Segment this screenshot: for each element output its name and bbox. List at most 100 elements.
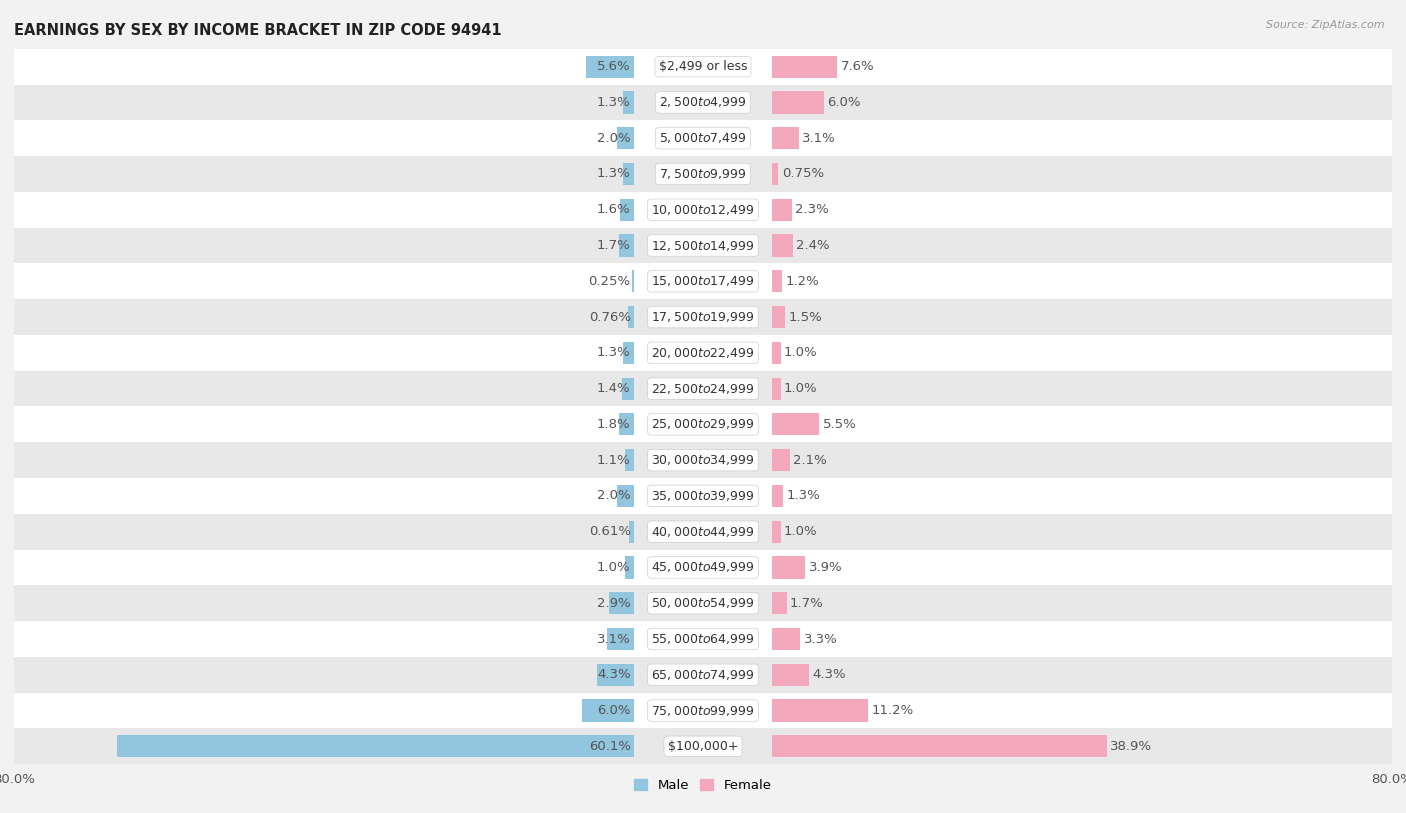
Bar: [607, 628, 634, 650]
Text: $30,000 to $34,999: $30,000 to $34,999: [651, 453, 755, 467]
Text: $22,500 to $24,999: $22,500 to $24,999: [651, 381, 755, 396]
Bar: [582, 699, 634, 722]
Bar: [772, 699, 869, 722]
Bar: [628, 520, 634, 543]
Text: 2.0%: 2.0%: [598, 489, 631, 502]
Bar: [14, 156, 1392, 192]
Bar: [624, 449, 634, 472]
Text: $40,000 to $44,999: $40,000 to $44,999: [651, 524, 755, 539]
Bar: [14, 192, 1392, 228]
Text: 1.0%: 1.0%: [598, 561, 631, 574]
Bar: [772, 270, 782, 293]
Bar: [14, 514, 1392, 550]
Text: $15,000 to $17,499: $15,000 to $17,499: [651, 274, 755, 289]
Text: $20,000 to $22,499: $20,000 to $22,499: [651, 346, 755, 360]
Bar: [772, 663, 808, 686]
Text: $5,000 to $7,499: $5,000 to $7,499: [659, 131, 747, 146]
Text: 1.6%: 1.6%: [598, 203, 631, 216]
Text: 2.3%: 2.3%: [796, 203, 830, 216]
Text: 1.3%: 1.3%: [598, 96, 631, 109]
Bar: [631, 270, 634, 293]
Text: 38.9%: 38.9%: [1111, 740, 1153, 753]
Text: 5.6%: 5.6%: [598, 60, 631, 73]
Text: 1.0%: 1.0%: [785, 525, 817, 538]
Text: 0.76%: 0.76%: [589, 311, 631, 324]
Bar: [14, 85, 1392, 120]
Text: 0.75%: 0.75%: [782, 167, 824, 180]
Text: $7,500 to $9,999: $7,500 to $9,999: [659, 167, 747, 181]
Bar: [772, 91, 824, 114]
Bar: [623, 341, 634, 364]
Bar: [619, 413, 634, 436]
Legend: Male, Female: Male, Female: [628, 773, 778, 797]
Bar: [772, 449, 790, 472]
Text: 1.5%: 1.5%: [789, 311, 823, 324]
Text: 6.0%: 6.0%: [827, 96, 860, 109]
Text: $65,000 to $74,999: $65,000 to $74,999: [651, 667, 755, 682]
Text: 1.2%: 1.2%: [786, 275, 820, 288]
Text: 2.0%: 2.0%: [598, 132, 631, 145]
Bar: [627, 306, 634, 328]
Text: $2,499 or less: $2,499 or less: [659, 60, 747, 73]
Text: 3.9%: 3.9%: [808, 561, 842, 574]
Text: EARNINGS BY SEX BY INCOME BRACKET IN ZIP CODE 94941: EARNINGS BY SEX BY INCOME BRACKET IN ZIP…: [14, 23, 502, 38]
Text: 0.25%: 0.25%: [589, 275, 631, 288]
Text: $55,000 to $64,999: $55,000 to $64,999: [651, 632, 755, 646]
Bar: [14, 442, 1392, 478]
Text: 4.3%: 4.3%: [813, 668, 846, 681]
Bar: [617, 485, 634, 507]
Text: $25,000 to $29,999: $25,000 to $29,999: [651, 417, 755, 432]
Text: 3.1%: 3.1%: [598, 633, 631, 646]
Bar: [14, 550, 1392, 585]
Bar: [14, 228, 1392, 263]
Text: 11.2%: 11.2%: [872, 704, 914, 717]
Bar: [626, 556, 634, 579]
Text: 1.8%: 1.8%: [598, 418, 631, 431]
Text: 2.4%: 2.4%: [796, 239, 830, 252]
Bar: [620, 198, 634, 221]
Text: 6.0%: 6.0%: [598, 704, 631, 717]
Bar: [14, 120, 1392, 156]
Bar: [14, 335, 1392, 371]
Bar: [772, 234, 793, 257]
Text: 1.0%: 1.0%: [785, 346, 817, 359]
Bar: [14, 478, 1392, 514]
Bar: [14, 657, 1392, 693]
Bar: [621, 377, 634, 400]
Bar: [14, 585, 1392, 621]
Bar: [620, 234, 634, 257]
Bar: [772, 306, 785, 328]
Text: $50,000 to $54,999: $50,000 to $54,999: [651, 596, 755, 611]
Bar: [772, 556, 806, 579]
Bar: [598, 663, 634, 686]
Text: 5.5%: 5.5%: [823, 418, 856, 431]
Text: $75,000 to $99,999: $75,000 to $99,999: [651, 703, 755, 718]
Text: 1.7%: 1.7%: [598, 239, 631, 252]
Text: $100,000+: $100,000+: [668, 740, 738, 753]
Bar: [772, 377, 780, 400]
Bar: [14, 371, 1392, 406]
Bar: [586, 55, 634, 78]
Bar: [617, 127, 634, 150]
Bar: [772, 520, 780, 543]
Bar: [14, 49, 1392, 85]
Bar: [623, 91, 634, 114]
Text: Source: ZipAtlas.com: Source: ZipAtlas.com: [1267, 20, 1385, 30]
Text: 1.4%: 1.4%: [598, 382, 631, 395]
Text: $45,000 to $49,999: $45,000 to $49,999: [651, 560, 755, 575]
Bar: [772, 55, 838, 78]
Bar: [772, 198, 792, 221]
Bar: [772, 628, 800, 650]
Bar: [14, 728, 1392, 764]
Bar: [14, 263, 1392, 299]
Text: 2.1%: 2.1%: [793, 454, 827, 467]
Bar: [772, 735, 1107, 758]
Bar: [14, 621, 1392, 657]
Text: 1.3%: 1.3%: [786, 489, 820, 502]
Text: 7.6%: 7.6%: [841, 60, 875, 73]
Bar: [14, 693, 1392, 728]
Bar: [623, 163, 634, 185]
Text: $2,500 to $4,999: $2,500 to $4,999: [659, 95, 747, 110]
Text: 1.7%: 1.7%: [790, 597, 824, 610]
Text: 3.3%: 3.3%: [804, 633, 838, 646]
